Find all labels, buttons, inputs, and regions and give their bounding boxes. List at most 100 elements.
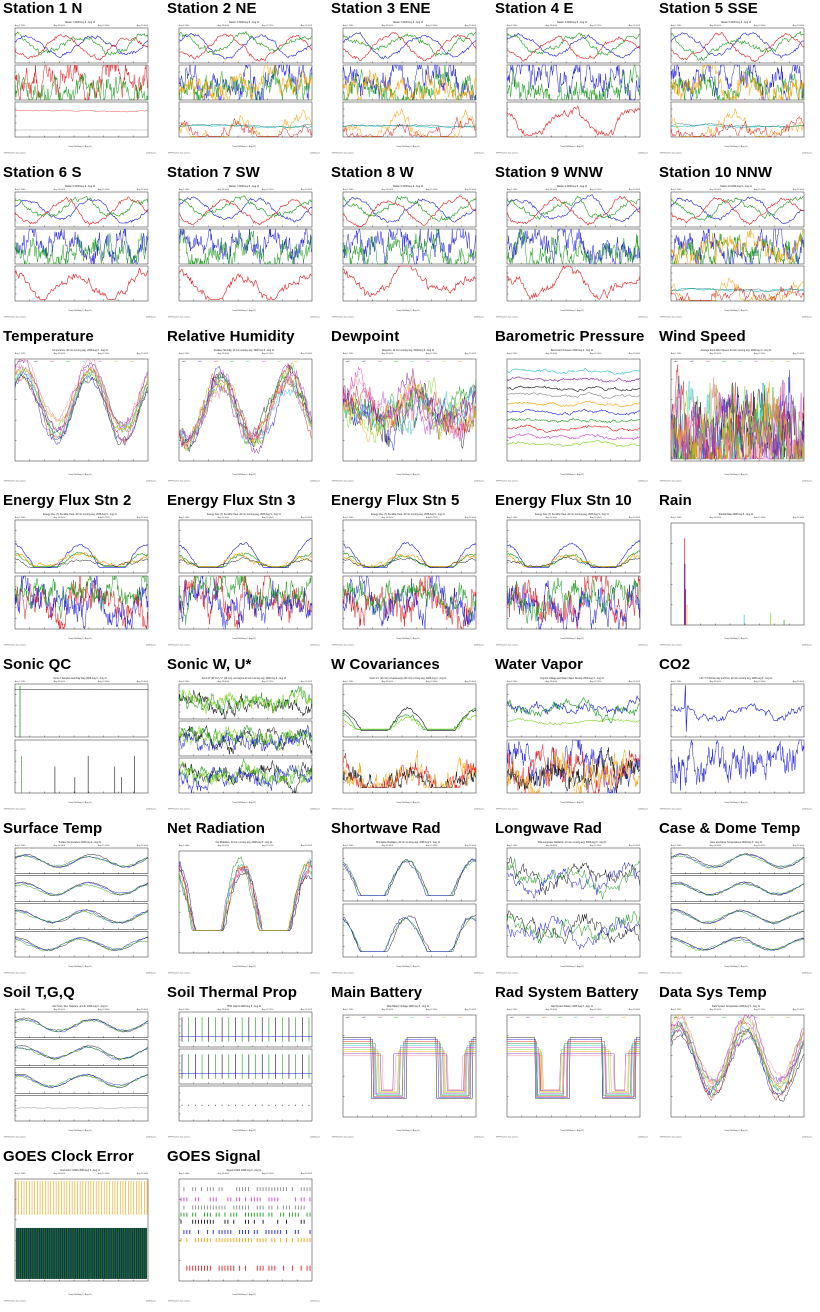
plot-cell[interactable]: Soil T,G,Q Soil Temp, Flux, Moisture, and… [0, 984, 164, 1148]
plot-thumbnail[interactable]: Data System Temperature 2008 Aug 9 - Aug… [658, 1003, 814, 1139]
plot-cell[interactable]: Relative Humidity Relative Humidity, 20 m… [164, 328, 328, 492]
plot-thumbnail[interactable]: Krypton Voltage and Water Vapor Density … [494, 675, 650, 811]
plot-title[interactable]: Data Sys Temp [659, 984, 767, 1001]
plot-title[interactable]: Shortwave Rad [331, 820, 441, 837]
plot-cell[interactable]: Station 6 S Station 6 2008 Aug 9 - Aug 11… [0, 164, 164, 328]
plot-thumbnail[interactable]: Soil Temp, Flux, Moisture, and 2x 2008 A… [2, 1003, 158, 1139]
plot-cell[interactable]: Sonic W, U* Sonic W (20 min), U* (20 min)… [164, 656, 328, 820]
plot-cell[interactable]: Station 9 WNW Station 9 2008 Aug 9 - Aug … [492, 164, 656, 328]
plot-title[interactable]: Longwave Rad [495, 820, 603, 837]
plot-title[interactable]: Water Vapor [495, 656, 584, 673]
plot-cell[interactable]: Energy Flux Stn 2 Energy Flux (H, Sensibl… [0, 492, 164, 656]
plot-thumbnail[interactable]: Energy Flux (H, Sensible Heat, 20 min ru… [2, 511, 158, 647]
plot-title[interactable]: GOES Clock Error [3, 1148, 134, 1165]
plot-title[interactable]: W Covariances [331, 656, 440, 673]
plot-cell[interactable]: Case & Dome Temp Case and Dome Temperatur… [656, 820, 820, 984]
plot-cell[interactable]: Station 1 N Station 1 2008 Aug 9 - Aug 11… [0, 0, 164, 164]
plot-title[interactable]: Energy Flux Stn 10 [495, 492, 632, 509]
plot-title[interactable]: Barometric Pressure [495, 328, 645, 345]
plot-cell[interactable]: Energy Flux Stn 10 Energy Flux (H, Sensib… [492, 492, 656, 656]
plot-thumbnail[interactable]: Clock Error GOES 2008 Aug 9 - Aug 11 Aug … [2, 1167, 158, 1303]
plot-title[interactable]: Station 9 WNW [495, 164, 603, 181]
plot-thumbnail[interactable]: TP01 Output 2008 Aug 9 - Aug 11 Aug 9 120… [166, 1003, 322, 1139]
plot-thumbnail[interactable]: Station 3 2008 Aug 9 - Aug 11 Aug 9 1200 A… [330, 19, 486, 155]
plot-cell[interactable]: Net Radiation Net Radiation, 20 min runni… [164, 820, 328, 984]
plot-thumbnail[interactable]: Barometric Pressure 2008 Aug 9 - Aug 11 A… [494, 347, 650, 483]
plot-title[interactable]: Station 2 NE [167, 0, 257, 17]
plot-thumbnail[interactable]: Average Sonic Wind Speed, 20 min running… [658, 347, 814, 483]
plot-thumbnail[interactable]: Station 1 2008 Aug 9 - Aug 11 Aug 9 1200 A… [2, 19, 158, 155]
plot-thumbnail[interactable]: Station 6 2008 Aug 9 - Aug 11 Aug 9 1200 A… [2, 183, 158, 319]
plot-cell[interactable]: Station 8 W Station 8 2008 Aug 9 - Aug 11… [328, 164, 492, 328]
plot-cell[interactable]: CO2 Li6 7 5 CO2 Density and Flux, 20 min … [656, 656, 820, 820]
plot-cell[interactable]: GOES Signal Signal GOES 2008 Aug 9 - Aug … [164, 1148, 328, 1312]
plot-title[interactable]: Station 10 NNW [659, 164, 773, 181]
plot-cell[interactable]: Wind Speed Average Sonic Wind Speed, 20 m… [656, 328, 820, 492]
plot-thumbnail[interactable]: Li6 7 5 CO2 Density and Flux, 20 min run… [658, 675, 814, 811]
plot-thumbnail[interactable]: Surface Temperature 2008 Aug 9 - Aug 11 A… [2, 839, 158, 975]
plot-title[interactable]: Energy Flux Stn 2 [3, 492, 132, 509]
plot-thumbnail[interactable]: Case and Dome Temperatures 2008 Aug 9 - … [658, 839, 814, 975]
plot-thumbnail[interactable]: Rainfall Rate 2008 Aug 9 - Aug 11 Aug 9 1… [658, 511, 814, 647]
plot-thumbnail[interactable]: Sonic W (20 min), U* (20 min), and sigma… [166, 675, 322, 811]
plot-title[interactable]: Wind Speed [659, 328, 746, 345]
plot-title[interactable]: CO2 [659, 656, 691, 673]
plot-cell[interactable]: Surface Temp Surface Temperature 2008 Aug… [0, 820, 164, 984]
plot-thumbnail[interactable]: Station 9 2008 Aug 9 - Aug 11 Aug 9 1200 A… [494, 183, 650, 319]
plot-title[interactable]: Station 7 SW [167, 164, 260, 181]
plot-cell[interactable]: Energy Flux Stn 5 Energy Flux (H, Sensibl… [328, 492, 492, 656]
plot-thumbnail[interactable]: Energy Flux (H, Sensible Heat, 20 min ru… [330, 511, 486, 647]
plot-cell[interactable]: Barometric Pressure Barometric Pressure 2… [492, 328, 656, 492]
plot-title[interactable]: Sonic W, U* [167, 656, 252, 673]
plot-thumbnail[interactable]: Temperature, 20 min running avg, 2008 Au… [2, 347, 158, 483]
plot-title[interactable]: Rain [659, 492, 692, 509]
plot-title[interactable]: Energy Flux Stn 3 [167, 492, 296, 509]
plot-cell[interactable]: Station 10 NNW Station 10 2008 Aug 9 - Au… [656, 164, 820, 328]
plot-thumbnail[interactable]: Rad System Battery 2008 Aug 9 - Aug 11 Au… [494, 1003, 650, 1139]
plot-title[interactable]: GOES Signal [167, 1148, 261, 1165]
plot-cell[interactable]: Station 3 ENE Station 3 2008 Aug 9 - Aug … [328, 0, 492, 164]
plot-title[interactable]: Station 6 S [3, 164, 82, 181]
plot-thumbnail[interactable]: Total Longwave Radiation, 20 min running… [494, 839, 650, 975]
plot-thumbnail[interactable]: Station 7 2008 Aug 9 - Aug 11 Aug 9 1200 A… [166, 183, 322, 319]
plot-thumbnail[interactable]: Sonic w'x' (20 min) covariance(s) (20 mi… [330, 675, 486, 811]
plot-title[interactable]: Station 1 N [3, 0, 83, 17]
plot-cell[interactable]: Station 7 SW Station 7 2008 Aug 9 - Aug 1… [164, 164, 328, 328]
plot-title[interactable]: Station 5 SSE [659, 0, 758, 17]
plot-cell[interactable]: Water Vapor Krypton Voltage and Water Vap… [492, 656, 656, 820]
plot-cell[interactable]: Sonic QC Sonic # Samples and Diag Flag 20… [0, 656, 164, 820]
plot-thumbnail[interactable]: Main Battery Voltage 2008 Aug 9 - Aug 11… [330, 1003, 486, 1139]
plot-title[interactable]: Main Battery [331, 984, 423, 1001]
plot-title[interactable]: Soil Thermal Prop [167, 984, 298, 1001]
plot-thumbnail[interactable]: Net Radiation, 20 min running avg, 2008 … [166, 839, 322, 975]
plot-title[interactable]: Net Radiation [167, 820, 265, 837]
plot-title[interactable]: Sonic QC [3, 656, 72, 673]
plot-thumbnail[interactable]: Energy Flux (H, Sensible Heat, 20 min ru… [494, 511, 650, 647]
plot-title[interactable]: Case & Dome Temp [659, 820, 801, 837]
plot-title[interactable]: Soil T,G,Q [3, 984, 75, 1001]
plot-cell[interactable]: Data Sys Temp Data System Temperature 200… [656, 984, 820, 1148]
plot-cell[interactable]: Main Battery Main Battery Voltage 2008 Au… [328, 984, 492, 1148]
plot-cell[interactable]: Station 2 NE Station 2 2008 Aug 9 - Aug 1… [164, 0, 328, 164]
plot-title[interactable]: Station 8 W [331, 164, 414, 181]
plot-cell[interactable]: Station 4 E Station 4 2008 Aug 9 - Aug 11… [492, 0, 656, 164]
plot-cell[interactable]: W Covariances Sonic w'x' (20 min) covaria… [328, 656, 492, 820]
plot-thumbnail[interactable]: Station 5 2008 Aug 9 - Aug 11 Aug 9 1200 A… [658, 19, 814, 155]
plot-thumbnail[interactable]: Station 8 2008 Aug 9 - Aug 11 Aug 9 1200 A… [330, 183, 486, 319]
plot-title[interactable]: Rad System Battery [495, 984, 639, 1001]
plot-thumbnail[interactable]: Shortwave Radiation, 20 min running avg,… [330, 839, 486, 975]
plot-thumbnail[interactable]: Energy Flux (H, Sensible Heat, 20 min ru… [166, 511, 322, 647]
plot-thumbnail[interactable]: Relative Humidity, 20 min running avg, 2… [166, 347, 322, 483]
plot-cell[interactable]: Longwave Rad Total Longwave Radiation, 20… [492, 820, 656, 984]
plot-cell[interactable]: Rad System Battery Rad System Battery 200… [492, 984, 656, 1148]
plot-cell[interactable]: Dewpoint Dewpoint, 20 min running avg, 20… [328, 328, 492, 492]
plot-thumbnail[interactable]: Sonic # Samples and Diag Flag 2008 Aug 9… [2, 675, 158, 811]
plot-title[interactable]: Energy Flux Stn 5 [331, 492, 460, 509]
plot-cell[interactable]: Temperature Temperature, 20 min running a… [0, 328, 164, 492]
plot-title[interactable]: Relative Humidity [167, 328, 295, 345]
plot-title[interactable]: Dewpoint [331, 328, 400, 345]
plot-title[interactable]: Surface Temp [3, 820, 103, 837]
plot-cell[interactable]: Soil Thermal Prop TP01 Output 2008 Aug 9 … [164, 984, 328, 1148]
plot-cell[interactable]: Rain Rainfall Rate 2008 Aug 9 - Aug 11 Aug… [656, 492, 820, 656]
plot-thumbnail[interactable]: Dewpoint, 20 min running avg, 2008 Aug 9… [330, 347, 486, 483]
